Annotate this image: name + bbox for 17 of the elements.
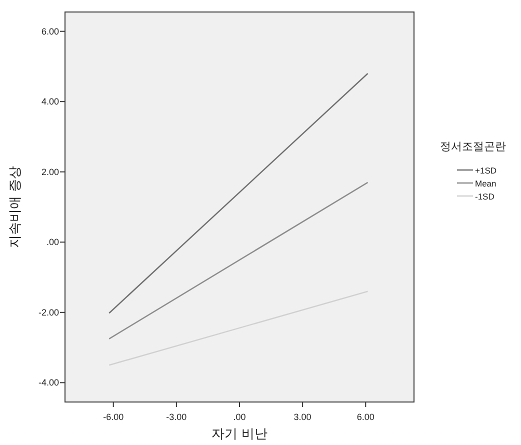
x-tick-label: -3.00 xyxy=(166,412,187,422)
x-tick-label: 3.00 xyxy=(294,412,312,422)
legend-label: Mean xyxy=(475,178,497,188)
x-axis-title: 자기 비난 xyxy=(212,426,268,441)
y-tick-label: 2.00 xyxy=(41,166,59,177)
x-tick-label: -6.00 xyxy=(103,412,124,422)
x-tick-label: .00 xyxy=(233,412,246,422)
legend-label: -1SD xyxy=(475,192,494,202)
legend-title: 정서조절곤란 xyxy=(440,141,506,153)
x-tick-label: 6.00 xyxy=(356,412,374,422)
y-tick-label: -2.00 xyxy=(38,307,59,318)
legend-label: +1SD xyxy=(475,166,496,176)
y-axis-title: 지속비애 증상 xyxy=(7,166,22,248)
y-tick-label: 4.00 xyxy=(41,96,59,107)
y-tick-label: -4.00 xyxy=(38,378,59,388)
y-tick-label: 6.00 xyxy=(41,26,59,36)
y-tick-label: .00 xyxy=(46,237,59,248)
